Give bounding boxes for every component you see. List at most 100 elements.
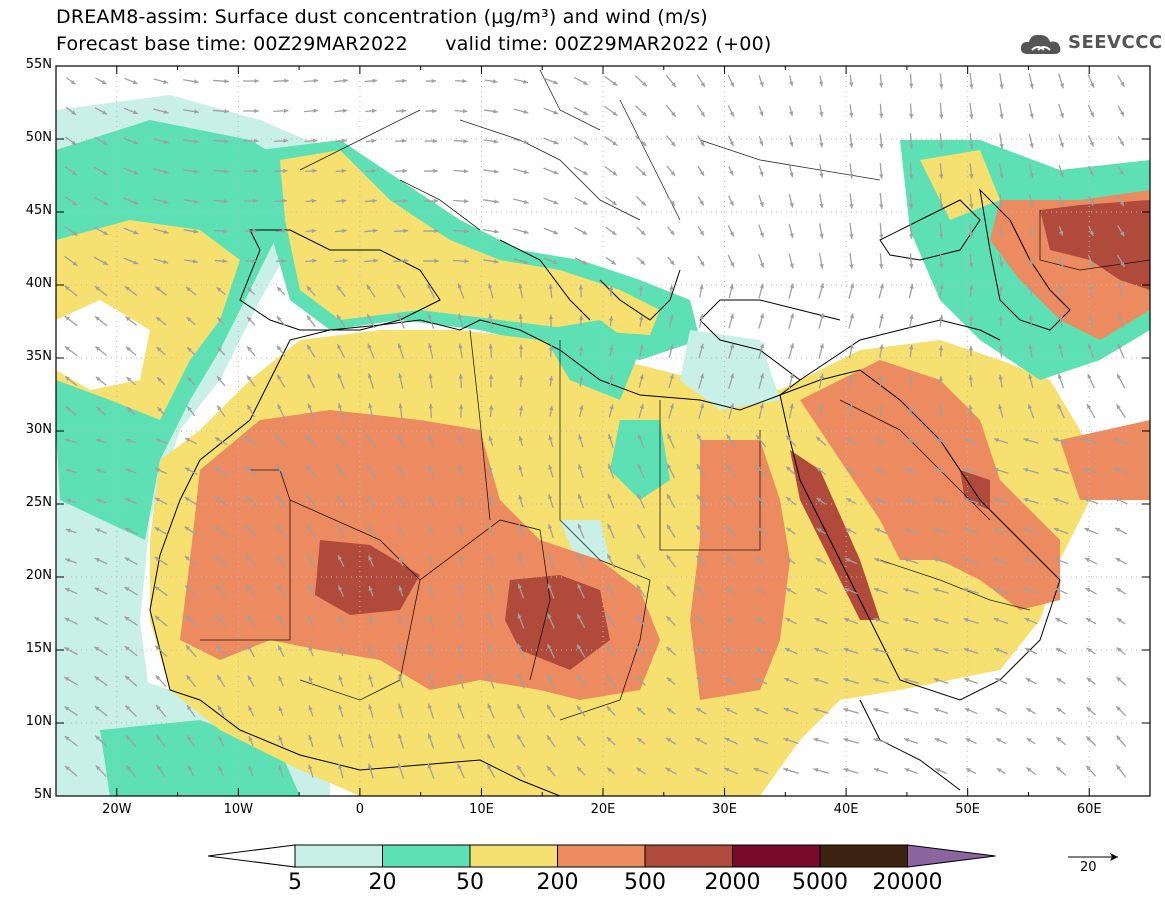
wind-arrow	[909, 73, 914, 89]
wind-arrow	[276, 315, 286, 327]
wind-arrow	[665, 737, 677, 745]
wind-arrow	[398, 644, 404, 658]
wind-arrow	[874, 557, 888, 565]
wind-arrow	[995, 737, 1007, 745]
wind-arrow	[337, 373, 345, 389]
wind-arrow	[785, 465, 797, 477]
wind-arrow	[784, 647, 798, 655]
wind-arrow	[425, 108, 437, 114]
longitude-label: 20W	[102, 802, 132, 817]
latitude-label: 15N	[25, 641, 52, 656]
wind-arrow	[275, 258, 287, 264]
wind-arrow	[244, 198, 258, 204]
wind-arrow	[183, 229, 199, 234]
wind-arrow	[873, 737, 889, 744]
wind-arrow	[909, 223, 914, 239]
colorbar-label: 500	[624, 870, 666, 895]
wind-arrow	[788, 313, 795, 329]
wind-arrow	[1085, 765, 1097, 777]
colorbar-label: 20	[368, 870, 397, 895]
wind-arrow	[338, 704, 344, 718]
wind-arrow	[513, 168, 529, 174]
wind-arrow	[843, 737, 859, 744]
wind-arrow	[963, 587, 979, 594]
wind-arrow	[608, 404, 614, 418]
wind-arrow	[216, 286, 226, 296]
wind-arrow	[934, 468, 948, 474]
wind-arrow	[573, 166, 589, 176]
wind-arrow	[335, 434, 347, 448]
wind-arrow	[757, 253, 765, 269]
wind-arrow	[1115, 735, 1127, 747]
wind-arrow	[1088, 313, 1094, 329]
wind-arrow	[728, 403, 735, 419]
wind-arrow	[726, 586, 736, 596]
wind-arrow	[518, 283, 523, 299]
wind-arrow	[398, 674, 404, 688]
wind-arrow	[124, 645, 138, 657]
wind-arrow	[874, 527, 888, 535]
wind-arrow	[904, 528, 918, 534]
wind-arrow	[65, 106, 77, 116]
wind-arrow	[1024, 647, 1038, 655]
wind-arrow	[1029, 225, 1034, 237]
wind-arrow	[306, 554, 316, 568]
wind-arrow	[216, 674, 226, 688]
wind-arrow	[547, 553, 555, 569]
wind-arrow	[606, 705, 616, 717]
latitude-label: 55N	[25, 57, 52, 72]
wind-arrow	[849, 104, 854, 118]
wind-arrow	[246, 375, 256, 387]
wind-arrow	[604, 135, 618, 147]
wind-arrow	[938, 375, 944, 387]
wind-arrow	[245, 584, 257, 598]
wind-arrow	[153, 78, 169, 84]
wind-arrow	[483, 199, 499, 204]
wind-arrow	[725, 556, 737, 566]
wind-arrow	[1116, 617, 1126, 625]
wind-arrow	[187, 735, 195, 747]
wind-scale-arrow	[1068, 853, 1118, 861]
wind-arrow	[638, 285, 644, 297]
wind-arrow	[276, 374, 286, 388]
wind-arrow	[428, 343, 434, 359]
wind-arrow	[578, 315, 584, 327]
colorbar-label: 5000	[792, 870, 848, 895]
wind-arrow	[695, 555, 707, 567]
wind-arrow	[93, 196, 109, 206]
latitude-label: 45N	[25, 203, 52, 218]
wind-arrow	[754, 677, 768, 685]
wind-arrow	[455, 78, 467, 84]
wind-arrow	[94, 136, 108, 146]
wind-arrow	[1028, 133, 1034, 149]
wind-arrow	[338, 615, 344, 627]
wind-arrow	[394, 198, 408, 204]
wind-arrow	[666, 707, 676, 715]
wind-arrow	[815, 466, 827, 476]
wind-arrow	[666, 646, 676, 656]
wind-arrow	[697, 165, 705, 177]
wind-arrow	[726, 617, 736, 625]
wind-arrow	[366, 434, 376, 448]
wind-arrow	[873, 768, 889, 774]
wind-arrow	[579, 375, 584, 387]
wind-arrow	[993, 527, 1009, 534]
wind-arrow	[939, 163, 944, 179]
wind-arrow	[965, 767, 977, 775]
wind-arrow	[154, 467, 168, 475]
wind-arrow	[878, 405, 884, 417]
wind-arrow	[64, 706, 78, 716]
wind-arrow	[423, 258, 439, 264]
wind-arrow	[576, 705, 586, 717]
wind-arrow	[788, 194, 794, 208]
wind-arrow	[843, 767, 859, 774]
wind-arrow	[1028, 314, 1034, 328]
wind-arrow	[999, 224, 1004, 238]
wind-arrow	[725, 525, 737, 537]
wind-arrow	[758, 135, 764, 147]
wind-arrow	[337, 554, 345, 568]
wind-arrow	[247, 675, 255, 687]
wind-arrow	[728, 195, 734, 207]
wind-arrow	[635, 165, 647, 177]
longitude-label: 50E	[955, 802, 981, 817]
